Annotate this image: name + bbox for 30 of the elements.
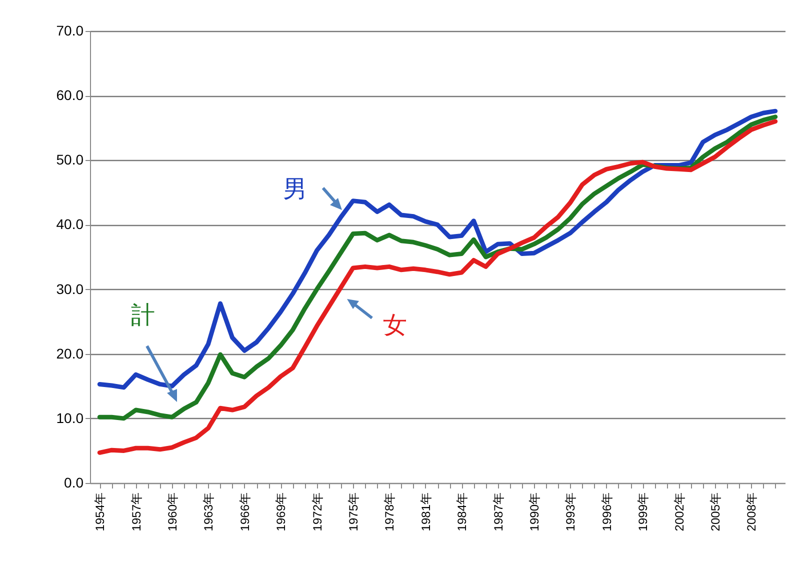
y-tick-label: 40.0 <box>56 216 84 232</box>
x-tick-label: 2008年 <box>744 492 759 532</box>
x-tick-label: 1972年 <box>310 492 324 532</box>
y-tick-label: 20.0 <box>56 345 84 362</box>
y-tick-label: 0.0 <box>64 474 84 490</box>
y-tick-label: 50.0 <box>56 152 84 168</box>
x-tick-label: 1987年 <box>491 492 506 532</box>
x-tick-label: 1957年 <box>129 492 144 532</box>
y-tick-label: 70.0 <box>56 22 84 38</box>
x-tick-label: 2002年 <box>672 492 686 532</box>
x-tick-label: 1981年 <box>418 492 433 532</box>
series-label: 女 <box>383 312 407 339</box>
x-tick-label: 1996年 <box>600 492 614 532</box>
x-tick-label: 1993年 <box>564 492 578 532</box>
x-tick-label: 1954年 <box>93 492 108 532</box>
y-tick-label: 30.0 <box>56 280 84 297</box>
x-tick-label: 2005年 <box>708 492 723 532</box>
x-tick-label: 1978年 <box>382 492 397 532</box>
x-tick-label: 1966年 <box>238 492 252 532</box>
x-tick-label: 1975年 <box>346 492 361 532</box>
x-tick-label: 1963年 <box>202 492 216 532</box>
x-tick-label: 1990年 <box>528 492 542 532</box>
x-tick-label: 1969年 <box>274 492 288 532</box>
series-label: 男 <box>283 176 307 203</box>
x-tick-label: 1999年 <box>636 492 650 532</box>
y-tick-label: 60.0 <box>56 87 84 104</box>
text: 計 <box>131 302 155 329</box>
x-tick-label: 1984年 <box>455 492 470 532</box>
x-tick-label: 1960年 <box>166 492 180 532</box>
y-tick-label: 10.0 <box>56 410 84 426</box>
